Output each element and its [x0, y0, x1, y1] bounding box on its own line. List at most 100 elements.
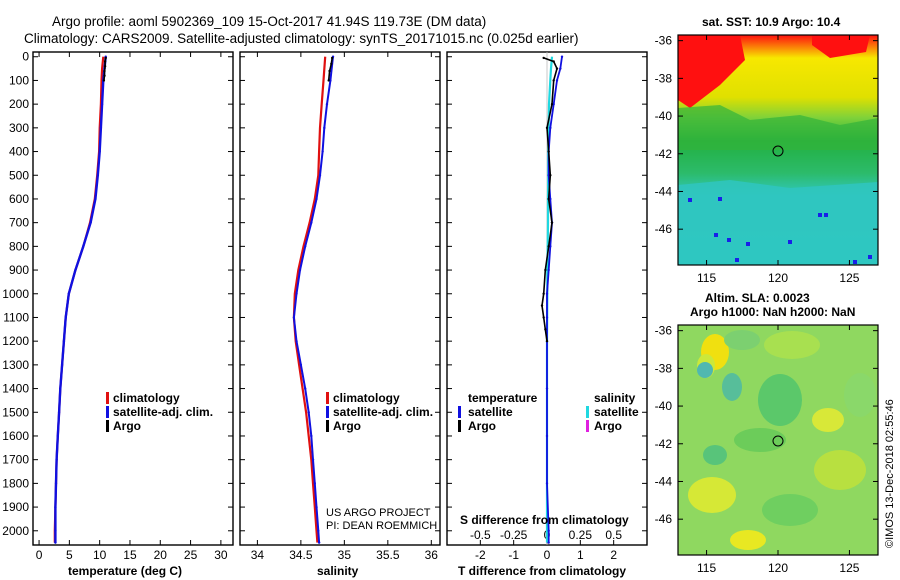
temp-argo-line-point: [103, 69, 106, 73]
cold-pixel: [746, 242, 750, 246]
sla-high-5: [688, 477, 736, 513]
x-tick-label: 30: [214, 548, 228, 562]
temp-satellite-line-point: [54, 482, 58, 485]
sst-map-ticks: 115 120 125 -36 -38 -40 -42 -44 -46: [655, 34, 878, 285]
t-satellite-line-point: [547, 541, 550, 544]
salinity-axes-frame: [239, 51, 441, 546]
t-argo-line-point: [542, 56, 545, 60]
t-difference-xlabel: T difference from climatology: [458, 564, 626, 578]
header-line1: Argo profile: aoml 5902369_109 15-Oct-20…: [52, 14, 486, 29]
t-satellite-line-point: [555, 79, 559, 82]
temp-satellite-line-point: [100, 102, 104, 106]
sla-map: Altim. SLA: 0.0023 Argo h1000: NaN h2000…: [655, 291, 879, 575]
sla-low-3: [703, 445, 727, 465]
temp-argo-line-point: [102, 79, 106, 82]
temperature-series: [53, 55, 107, 544]
cold-pixel: [818, 213, 822, 217]
temp-argo-line-point: [103, 65, 107, 68]
temp-argo-line-point: [103, 60, 107, 63]
temperature-axes-frame: [32, 51, 234, 546]
sal-satellite-line-point: [315, 197, 318, 201]
depth-tick-label: 400: [9, 145, 29, 159]
depth-tick-label: 900: [9, 263, 29, 277]
t-argo-line-point: [542, 316, 545, 319]
temp-satellite-line-point: [62, 339, 66, 343]
depth-tick-label: 1400: [2, 382, 29, 396]
sal-satellite-line-point: [307, 411, 310, 414]
t-satellite-line-point: [559, 67, 562, 70]
s-tick-label: -0.25: [500, 528, 528, 542]
sal-satellite-line-point: [321, 150, 324, 153]
legend-sat-label: satellite-adj. clim.: [113, 405, 213, 419]
legend3-sal-title: salinity: [594, 391, 636, 405]
temp-satellite-line-point: [54, 529, 57, 532]
x-tick-label: -2: [475, 548, 486, 562]
lat-tick-label: -36: [655, 34, 673, 48]
sla-mid-1: [724, 330, 760, 350]
sst-map: sat. SST: 10.9 Argo: 10.4 115 120 125 -36 -3…: [655, 15, 879, 285]
sal-satellite-line-point: [299, 363, 303, 367]
x-tick-label: 2: [610, 548, 617, 562]
legend2-sat-swatch: [326, 406, 329, 418]
lon-tick-label: 125: [839, 271, 859, 285]
depth-tick-label: 200: [9, 97, 29, 111]
sal-argo-line-point: [328, 69, 331, 73]
sla-features: [688, 330, 876, 550]
lat-tick-label: -40: [655, 109, 673, 123]
sal-satellite-line-point: [310, 434, 313, 438]
depth-tick-label: 1500: [2, 405, 29, 419]
temp-satellite-line-point: [67, 292, 70, 295]
x-tick-label: 1: [577, 548, 584, 562]
legend3-tsat-swatch: [458, 406, 461, 418]
temp-satellite-line-point: [54, 541, 57, 544]
cold-pixel: [853, 260, 857, 264]
t-argo-line-point: [547, 197, 550, 201]
t-satellite-line-point: [545, 387, 549, 390]
legend3-ssat-label: satellite: [594, 405, 639, 419]
t-argo-line-point: [540, 304, 544, 307]
t-satellite-line-point: [549, 197, 552, 201]
footer-timestamp: ©IMOS 13-Dec-2018 02:55:46: [884, 399, 896, 548]
t-argo-line-point: [552, 79, 555, 82]
cold-pixel: [735, 258, 739, 262]
temp-satellite-line: [54, 56, 107, 543]
sal-satellite-line-point: [317, 541, 321, 544]
legend2-argo-swatch: [326, 420, 329, 432]
t-argo-line-point: [550, 221, 554, 224]
sst-anomaly-dots: [688, 197, 872, 264]
depth-tick-label: 1300: [2, 358, 29, 372]
cold-pixel: [727, 238, 731, 242]
lat-tick-label: -44: [655, 474, 673, 488]
temp-climatology-line: [53, 56, 105, 543]
s-difference-xlabel: S difference from climatology: [460, 513, 629, 527]
legend3-targo-label: Argo: [468, 419, 496, 433]
depth-tick-label: 1000: [2, 287, 29, 301]
x-tick-label: 15: [123, 548, 137, 562]
temp-satellite-line-point: [98, 150, 101, 153]
t-argo-line-point: [547, 245, 550, 248]
lat-tick-label: -44: [655, 184, 673, 198]
sal-satellite-line-point: [313, 482, 316, 485]
legend3-targo-swatch: [458, 420, 461, 432]
temp-satellite-line-point: [82, 245, 85, 248]
sal-satellite-line-point: [311, 458, 315, 461]
x-tick-label: 35.5: [376, 548, 400, 562]
front-band: [678, 105, 878, 150]
lon-tick-label: 120: [768, 271, 788, 285]
depth-tick-label: 100: [9, 73, 29, 87]
x-tick-label: 10: [93, 548, 107, 562]
lat-tick-label: -42: [655, 147, 673, 161]
salinity-y-ticks: [240, 56, 440, 532]
difference-panel: -2 -1 0 1 2 -0.5 -0.25 0 0.25 0.5 T difference f…: [446, 51, 648, 578]
depth-tick-label: 1900: [2, 500, 29, 514]
legend3-tsat-label: satellite: [468, 405, 513, 419]
sal-satellite-line-point: [304, 387, 307, 390]
depth-ticks: 0 100 200 300 400 500 600 700 800 900 1000 1100 1200…: [2, 50, 233, 538]
temp-argo-line-point: [104, 56, 107, 60]
depth-tick-label: 800: [9, 239, 29, 253]
temp-satellite-line-point: [94, 197, 97, 201]
t-satellite-line-point: [549, 126, 552, 130]
sla-high-3: [812, 408, 844, 432]
warm-core-west: [678, 35, 745, 108]
